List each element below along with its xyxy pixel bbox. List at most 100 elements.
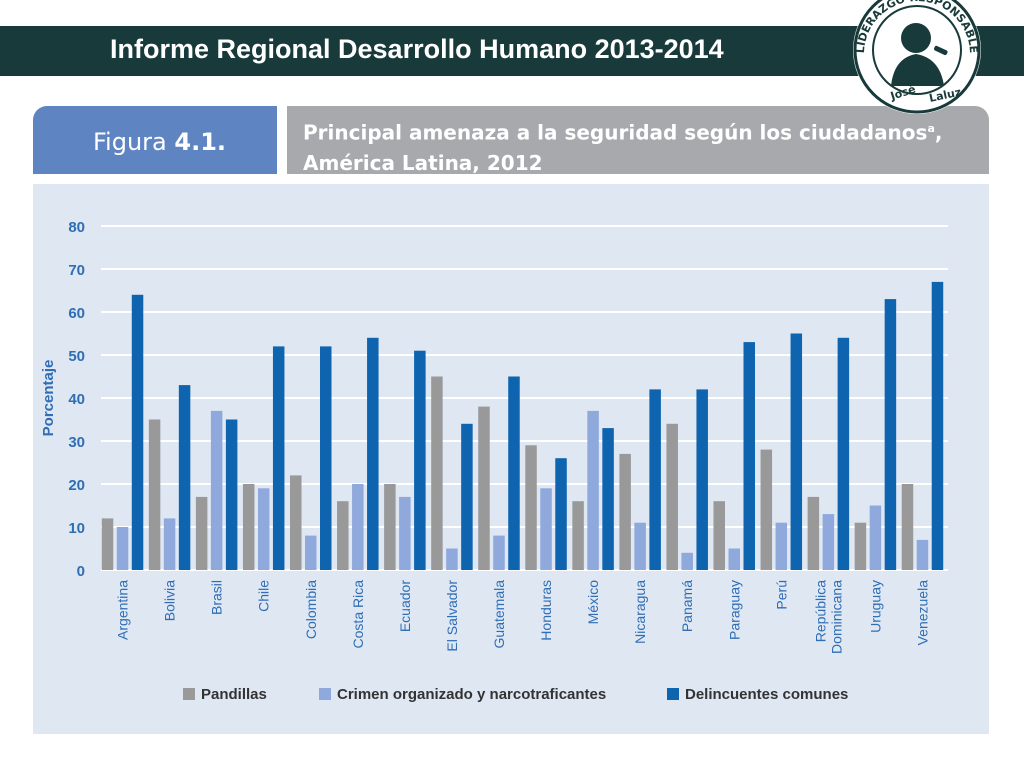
bar-pandillas — [854, 522, 867, 570]
legend-swatch — [183, 688, 195, 700]
bar-crimen-organizado — [257, 488, 270, 570]
bar-crimen-organizado — [163, 518, 176, 570]
bar-delincuentes-comunes — [131, 294, 144, 570]
bar-pandillas — [431, 376, 443, 570]
bar-delincuentes-comunes — [320, 346, 332, 570]
legend-swatch — [319, 688, 331, 700]
bar-crimen-organizado — [822, 514, 835, 570]
x-tick-label: Ecuador — [397, 580, 413, 632]
x-tick-label: México — [585, 580, 601, 625]
y-tick-label: 60 — [68, 305, 85, 322]
bar-pandillas — [337, 501, 349, 570]
x-tick-label: Paraguay — [726, 580, 742, 640]
x-tick-label: Venezuela — [914, 580, 930, 646]
figure-title: Principal amenaza a la seguridad según l… — [303, 114, 943, 178]
bar-pandillas — [195, 496, 208, 570]
bar-crimen-organizado — [681, 552, 693, 570]
x-tick-label: El Salvador — [444, 580, 460, 652]
bar-delincuentes-comunes — [225, 419, 238, 570]
bar-pandillas — [290, 475, 302, 570]
bar-crimen-organizado — [210, 410, 223, 570]
bar-pandillas — [478, 406, 490, 570]
figure-title-box — [287, 106, 989, 174]
figure-label: Figura 4.1. — [93, 128, 226, 156]
chart-panel: 0 10 20 30 40 50 60 70 80 Porcentaje Argentina Boli… — [33, 184, 989, 734]
bar-chart: 0 10 20 30 40 50 60 70 80 Porcentaje Argentina Boli… — [40, 219, 948, 703]
x-tick-label: Chile — [256, 580, 272, 612]
bar-crimen-organizado — [916, 539, 929, 570]
bar-pandillas — [525, 445, 537, 570]
bar-pandillas — [384, 484, 396, 570]
bar-pandillas — [242, 484, 255, 570]
bar-pandillas — [619, 453, 631, 570]
x-tick-label: Nicaragua — [632, 580, 648, 644]
bar-delincuentes-comunes — [414, 350, 426, 570]
y-tick-label: 20 — [68, 477, 85, 494]
x-tick-label: Dominicana — [828, 580, 844, 654]
figure-title-line1: Principal amenaza a la seguridad según l… — [303, 120, 928, 145]
bar-crimen-organizado — [352, 484, 364, 570]
bar-pandillas — [101, 518, 114, 570]
bar-delincuentes-comunes — [461, 423, 473, 570]
y-tick-label: 70 — [68, 262, 85, 279]
bar-delincuentes-comunes — [367, 337, 379, 570]
x-tick-label: Colombia — [303, 580, 319, 639]
figure-label-word: Figura — [93, 128, 175, 156]
bar-crimen-organizado — [540, 488, 552, 570]
figure-title-superscript: a — [927, 122, 935, 135]
x-tick-label: Costa Rica — [350, 580, 366, 649]
slide-title: Informe Regional Desarrollo Humano 2013-… — [110, 34, 724, 64]
bar-pandillas — [807, 496, 820, 570]
legend-label: Delincuentes comunes — [685, 686, 848, 703]
bar-delincuentes-comunes — [649, 389, 661, 570]
x-tick-label: Brasil — [209, 580, 225, 615]
bar-delincuentes-comunes — [602, 428, 614, 570]
bar-pandillas — [572, 501, 584, 570]
bar-pandillas — [713, 501, 725, 570]
logo: LIDERAZGO RESPONSABLE José Laluz — [853, 0, 981, 114]
bar-crimen-organizado — [116, 527, 129, 570]
legend-swatch — [667, 688, 679, 700]
figure-label-number: 4.1. — [174, 128, 227, 156]
y-tick-label: 80 — [68, 219, 85, 236]
bar-delincuentes-comunes — [555, 458, 567, 570]
bar-delincuentes-comunes — [696, 389, 708, 570]
bar-delincuentes-comunes — [931, 281, 944, 570]
bar-delincuentes-comunes — [178, 385, 191, 570]
y-axis-label: Porcentaje — [40, 360, 57, 437]
y-tick-label: 10 — [68, 520, 85, 537]
bar-crimen-organizado — [634, 522, 646, 570]
x-tick-label: Uruguay — [867, 580, 883, 633]
portrait-icon — [891, 23, 948, 86]
bar-pandillas — [148, 419, 161, 570]
bar-crimen-organizado — [305, 535, 317, 570]
bar-delincuentes-comunes — [743, 342, 755, 570]
bar-delincuentes-comunes — [508, 376, 520, 570]
bar-pandillas — [666, 423, 678, 570]
legend-label: Pandillas — [201, 686, 267, 703]
x-tick-label: Panamá — [679, 580, 695, 632]
y-tick-label: 0 — [77, 563, 85, 580]
figure-label-box — [33, 106, 277, 174]
bar-delincuentes-comunes — [272, 346, 285, 570]
x-tick-label: República — [812, 580, 828, 642]
x-tick-label: Perú — [773, 580, 789, 610]
bar-delincuentes-comunes — [790, 333, 803, 570]
bar-crimen-organizado — [728, 548, 740, 570]
bar-crimen-organizado — [869, 505, 882, 570]
y-tick-label: 30 — [68, 434, 85, 451]
legend-label: Crimen organizado y narcotraficantes — [337, 686, 606, 703]
bar-delincuentes-comunes — [837, 337, 850, 570]
bar-pandillas — [901, 484, 914, 570]
bar-delincuentes-comunes — [884, 299, 897, 570]
bar-crimen-organizado — [446, 548, 458, 570]
bar-crimen-organizado — [587, 410, 599, 570]
bar-crimen-organizado — [399, 496, 411, 570]
figure-title-line2: América Latina, 2012 — [303, 150, 543, 175]
bar-crimen-organizado — [493, 535, 505, 570]
x-tick-label: Argentina — [115, 580, 131, 640]
y-tick-label: 50 — [68, 348, 85, 365]
x-tick-label: Guatemala — [491, 580, 507, 649]
y-tick-label: 40 — [68, 391, 85, 408]
bar-pandillas — [760, 449, 773, 570]
